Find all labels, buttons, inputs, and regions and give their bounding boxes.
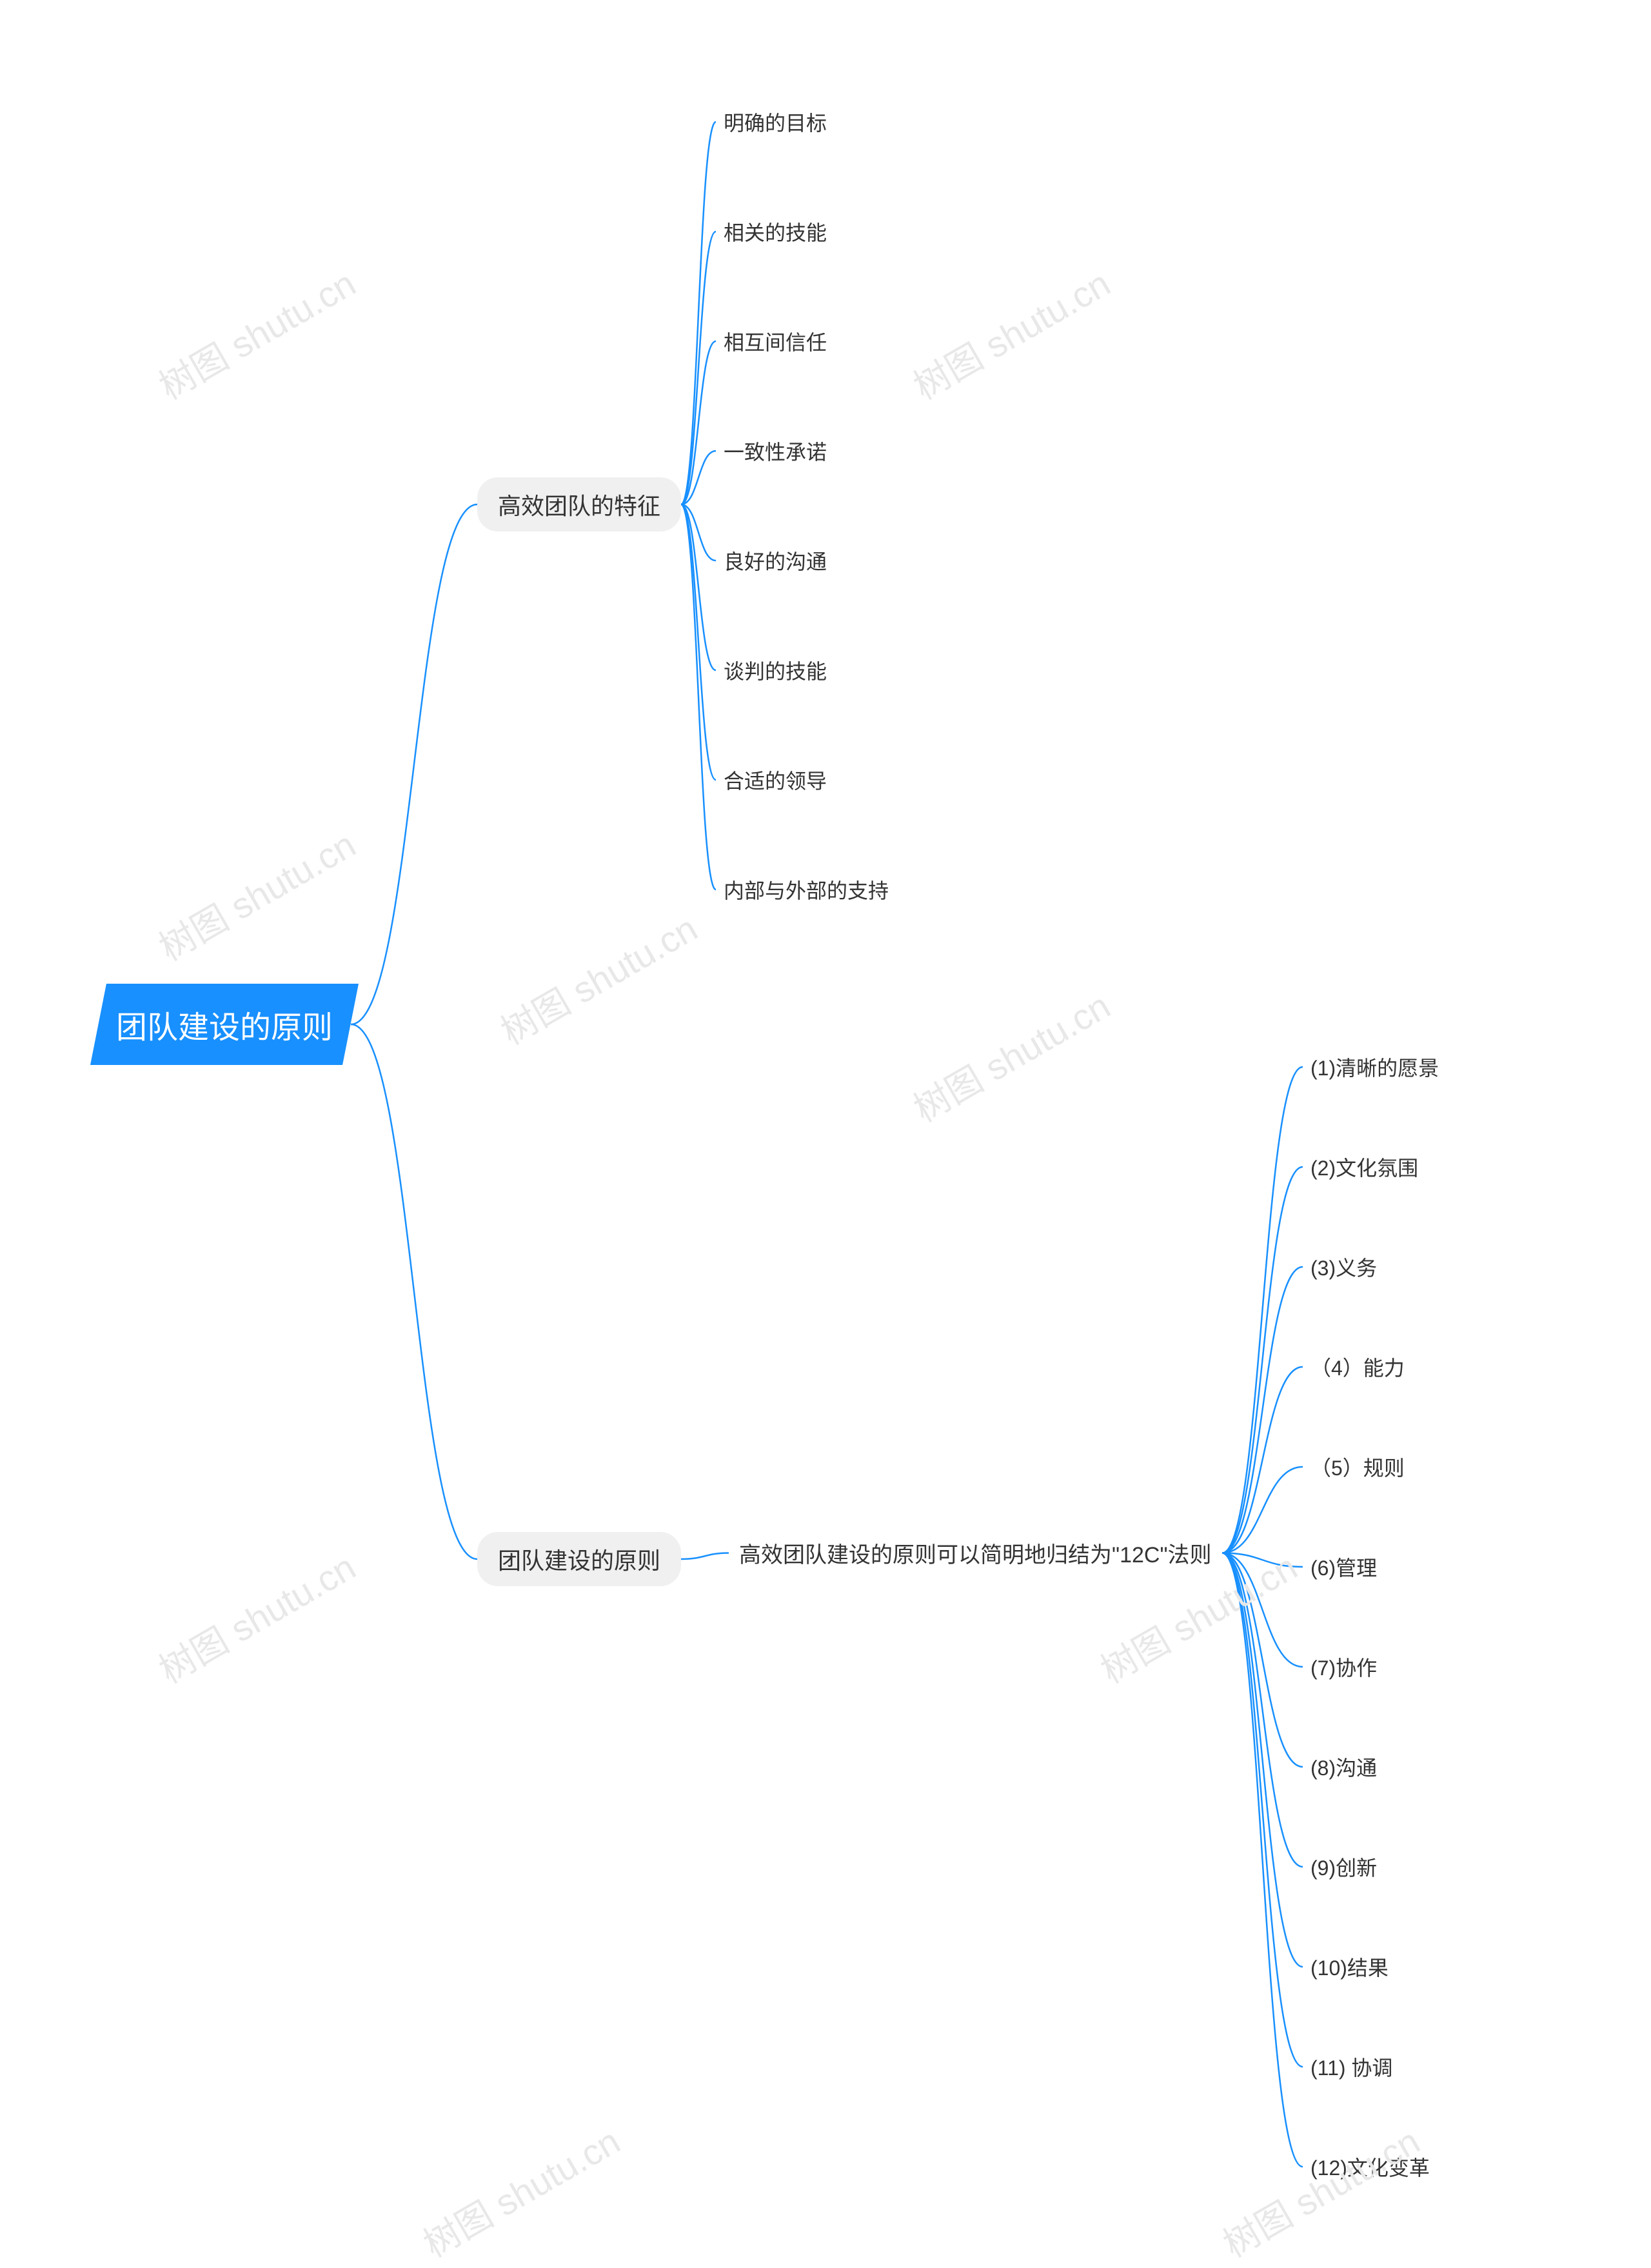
node-b1-c0-g3[interactable]: （4）能力: [1303, 1348, 1412, 1386]
node-b1-c0-g10[interactable]: (11) 协调: [1303, 2048, 1400, 2085]
node-b1-c0-g5[interactable]: (6)管理: [1303, 1548, 1385, 1586]
node-b0-c6[interactable]: 合适的领导: [716, 761, 835, 799]
node-b1-c0[interactable]: 高效团队建设的原则可以简明地归结为"12C"法则: [729, 1532, 1222, 1574]
node-b0-c4[interactable]: 良好的沟通: [716, 542, 835, 579]
node-b1-c0-g11[interactable]: (12)文化变革: [1303, 2148, 1438, 2185]
node-b0-c2[interactable]: 相互间信任: [716, 323, 835, 360]
node-b1-c0-g6[interactable]: (7)协作: [1303, 1648, 1385, 1686]
node-b0-c1[interactable]: 相关的技能: [716, 213, 835, 250]
branch-node-1[interactable]: 团队建设的原则: [477, 1532, 681, 1586]
node-b0-c5[interactable]: 谈判的技能: [716, 652, 835, 689]
node-b1-c0-g1[interactable]: (2)文化氛围: [1303, 1148, 1426, 1186]
node-b1-c0-g7[interactable]: (8)沟通: [1303, 1748, 1385, 1786]
node-b1-c0-g8[interactable]: (9)创新: [1303, 1848, 1385, 1885]
node-b1-c0-g4[interactable]: （5）规则: [1303, 1448, 1412, 1486]
node-b1-c0-g9[interactable]: (10)结果: [1303, 1948, 1396, 1985]
root-node[interactable]: 团队建设的原则: [90, 984, 359, 1065]
node-b0-c0[interactable]: 明确的目标: [716, 103, 835, 141]
branch-node-0[interactable]: 高效团队的特征: [477, 477, 681, 532]
node-b1-c0-g0[interactable]: (1)清晰的愿景: [1303, 1048, 1447, 1086]
node-b0-c3[interactable]: 一致性承诺: [716, 432, 835, 470]
node-b1-c0-g2[interactable]: (3)义务: [1303, 1248, 1385, 1286]
node-b0-c7[interactable]: 内部与外部的支持: [716, 871, 896, 908]
